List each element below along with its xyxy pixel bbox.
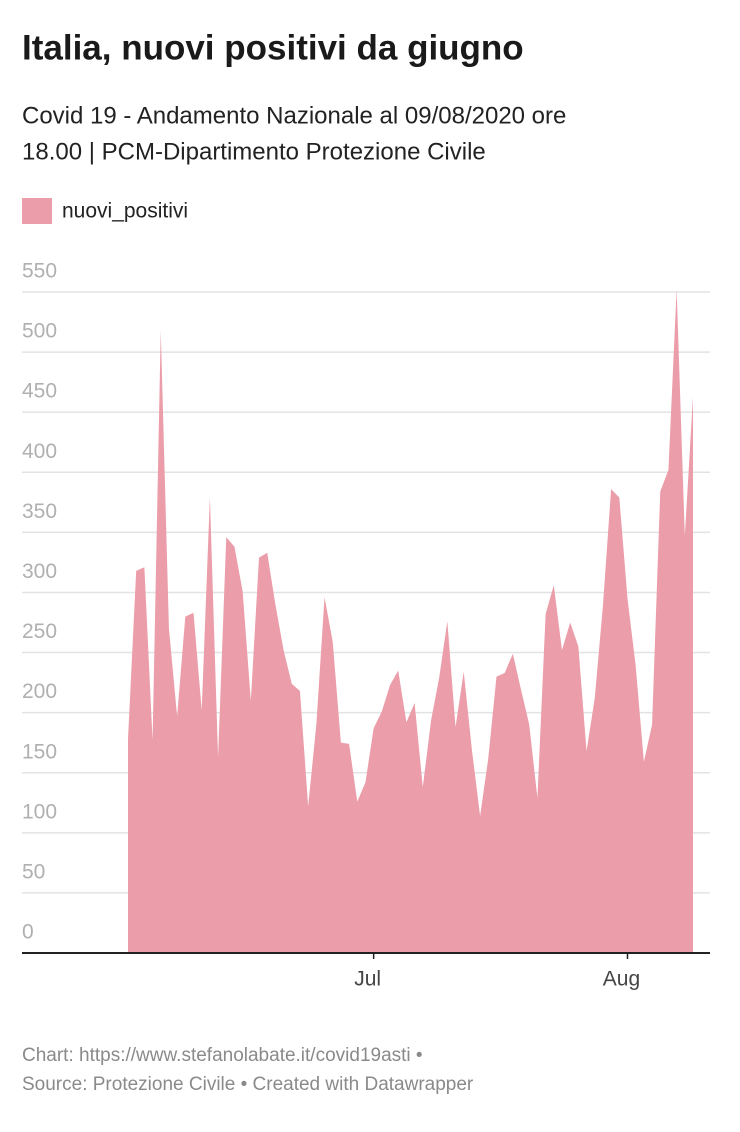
- y-tick-label: 200: [22, 680, 57, 703]
- y-tick-label: 150: [22, 740, 57, 763]
- y-tick-label: 0: [22, 921, 34, 944]
- y-tick-label: 400: [22, 440, 57, 463]
- chart-title: Italia, nuovi positivi da giugno: [22, 28, 524, 67]
- legend-label: nuovi_positivi: [62, 200, 188, 223]
- y-tick-label: 50: [22, 860, 45, 883]
- y-tick-label: 500: [22, 320, 57, 343]
- chart-subtitle: 18.00 | PCM-Dipartimento Protezione Civi…: [22, 138, 486, 165]
- chart-subtitle: Covid 19 - Andamento Nazionale al 09/08/…: [22, 102, 566, 129]
- legend-swatch: [22, 198, 52, 224]
- y-tick-label: 450: [22, 380, 57, 403]
- chart-credit: Chart: https://www.stefanolabate.it/covi…: [22, 1045, 423, 1066]
- y-tick-label: 300: [22, 560, 57, 583]
- y-tick-label: 250: [22, 620, 57, 643]
- y-tick-label: 550: [22, 260, 57, 283]
- y-tick-label: 100: [22, 800, 57, 823]
- x-tick-label: Aug: [603, 968, 640, 991]
- y-tick-label: 350: [22, 500, 57, 523]
- x-tick-label: Jul: [354, 968, 381, 991]
- chart-source: Source: Protezione Civile • Created with…: [22, 1074, 474, 1095]
- area: [128, 289, 693, 953]
